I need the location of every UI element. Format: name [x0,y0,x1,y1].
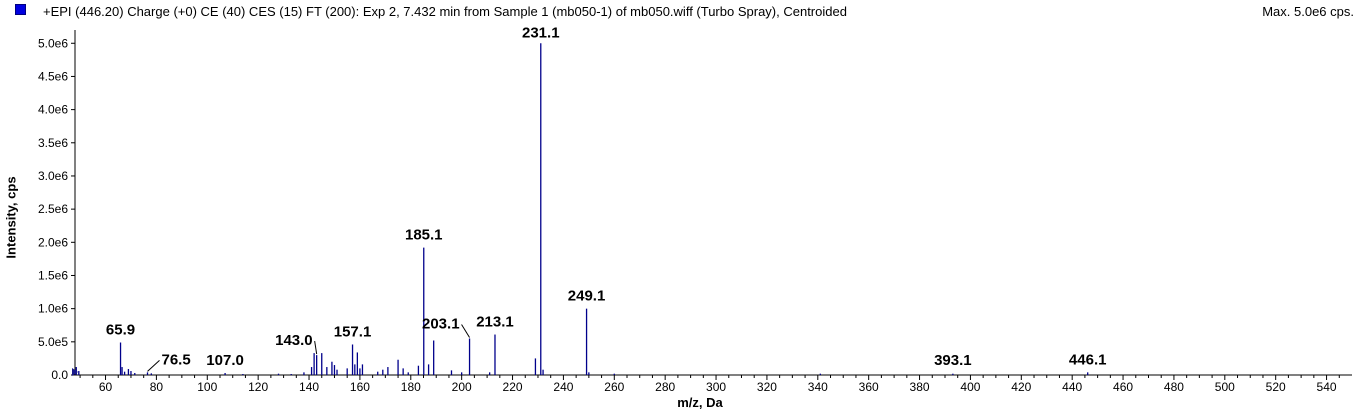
x-tick-label: 400 [960,380,980,394]
peak-annotation: 393.1 [934,352,972,369]
y-tick-label: 4.0e6 [38,103,68,117]
peak-annotation: 143.0 [275,332,313,349]
peak-annotation: 157.1 [334,323,372,340]
peak-annotation: 231.1 [522,24,560,41]
peak-annotation: 213.1 [476,314,514,331]
peak-annotation: 249.1 [568,288,606,305]
x-tick-label: 60 [99,380,113,394]
x-tick-label: 80 [150,380,164,394]
x-tick-label: 200 [452,380,472,394]
x-tick-label: 260 [604,380,624,394]
y-tick-label: 2.0e6 [38,235,68,249]
x-tick-label: 340 [808,380,828,394]
series-swatch[interactable] [15,4,26,15]
y-tick-label: 1.0e6 [38,302,68,316]
annotation-leader [147,359,160,372]
annotation-leader [314,341,318,355]
x-tick-label: 520 [1266,380,1286,394]
peak-annotation: 446.1 [1069,351,1107,368]
max-intensity-label: Max. 5.0e6 cps. [1262,4,1354,19]
x-tick-label: 280 [655,380,675,394]
y-tick-label: 3.0e6 [38,169,68,183]
x-tick-label: 460 [1113,380,1133,394]
y-tick-label: 0.0 [51,368,68,382]
x-tick-label: 480 [1164,380,1184,394]
origin-marker [72,368,78,376]
chart-header: +EPI (446.20) Charge (+0) CE (40) CES (1… [0,0,1363,24]
peak-annotation: 185.1 [405,227,443,244]
peak-annotation: 107.0 [206,352,244,369]
x-tick-label: 360 [859,380,879,394]
x-tick-label: 540 [1317,380,1337,394]
y-tick-label: 2.5e6 [38,202,68,216]
annotation-leader [461,324,470,338]
x-tick-label: 220 [503,380,523,394]
x-tick-label: 160 [350,380,370,394]
y-tick-label: 3.5e6 [38,136,68,150]
peak-annotation: 65.9 [106,321,135,338]
x-tick-label: 120 [248,380,268,394]
y-tick-label: 5.0e5 [38,335,68,349]
x-axis-label: m/z, Da [677,395,723,410]
x-tick-label: 380 [910,380,930,394]
x-tick-label: 300 [706,380,726,394]
x-tick-label: 440 [1062,380,1082,394]
x-tick-label: 240 [553,380,573,394]
x-tick-label: 140 [299,380,319,394]
x-tick-label: 500 [1215,380,1235,394]
x-tick-label: 420 [1011,380,1031,394]
chart-title: +EPI (446.20) Charge (+0) CE (40) CES (1… [43,4,847,19]
x-tick-label: 180 [401,380,421,394]
x-tick-label: 320 [757,380,777,394]
y-tick-label: 5.0e6 [38,36,68,50]
y-tick-label: 1.5e6 [38,268,68,282]
peak-annotation: 76.5 [161,351,190,368]
x-tick-label: 100 [197,380,217,394]
peak-annotation: 203.1 [422,316,460,333]
y-tick-label: 4.5e6 [38,69,68,83]
